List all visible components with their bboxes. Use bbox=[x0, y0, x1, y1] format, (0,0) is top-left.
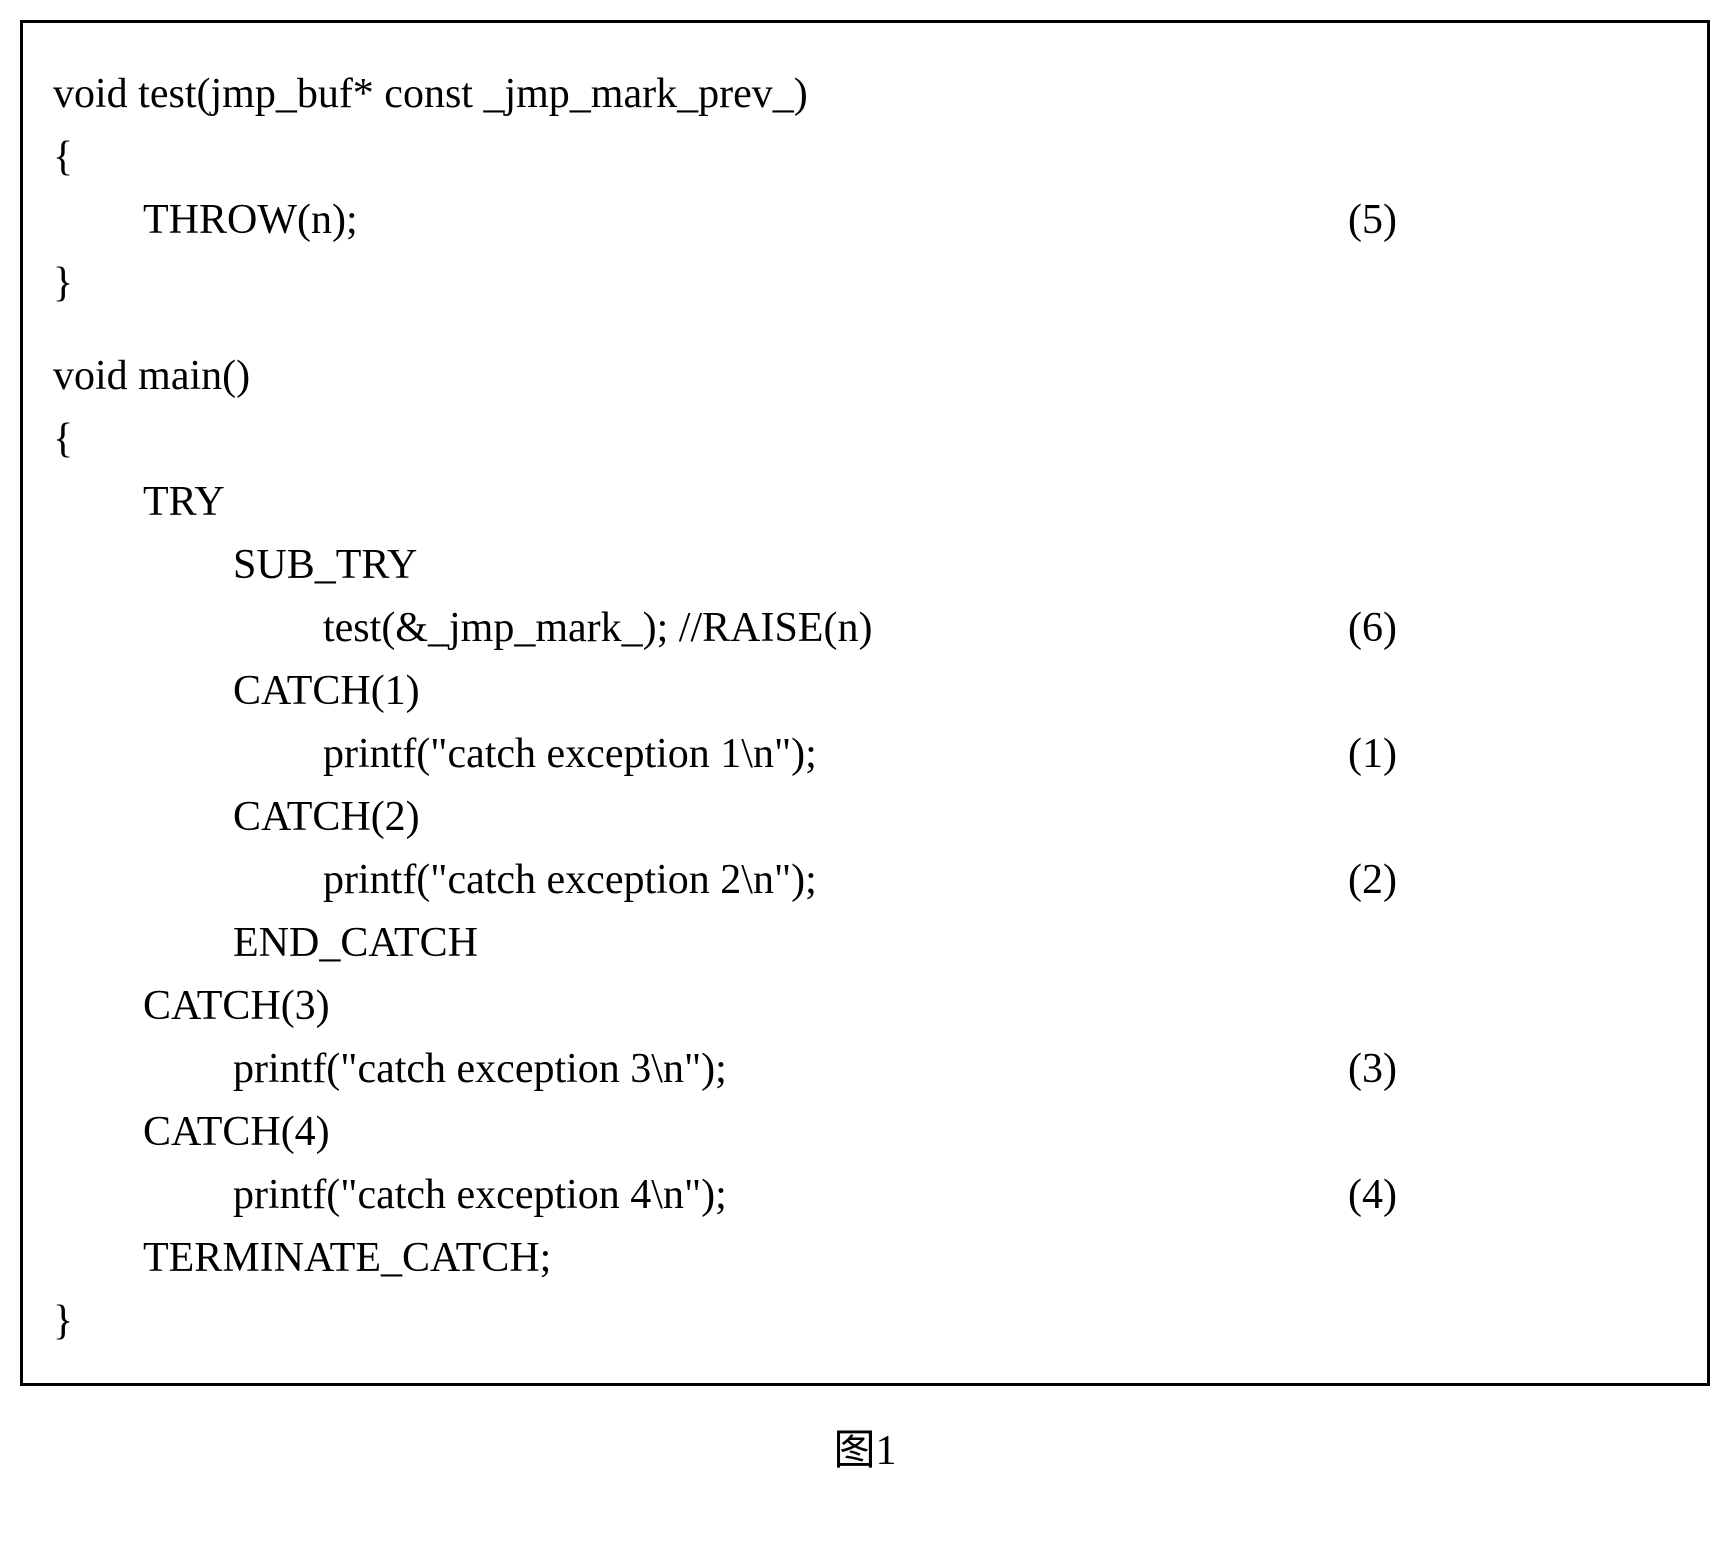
code-line: printf("catch exception 3\n"); (3) bbox=[53, 1038, 1677, 1101]
line-annotation: (5) bbox=[1348, 189, 1677, 252]
code-line: printf("catch exception 2\n"); (2) bbox=[53, 849, 1677, 912]
line-annotation: (4) bbox=[1348, 1164, 1677, 1227]
code-line: test(&_jmp_mark_); //RAISE(n) (6) bbox=[53, 597, 1677, 660]
code-text: TERMINATE_CATCH; bbox=[53, 1227, 551, 1290]
code-line: } bbox=[53, 1290, 1677, 1353]
code-line: CATCH(2) bbox=[53, 786, 1677, 849]
code-text: printf("catch exception 4\n"); bbox=[53, 1164, 727, 1227]
code-line: void main() bbox=[53, 345, 1677, 408]
code-text: END_CATCH bbox=[53, 912, 478, 975]
code-text: printf("catch exception 1\n"); bbox=[53, 723, 817, 786]
code-text: printf("catch exception 2\n"); bbox=[53, 849, 817, 912]
figure-caption: 图1 bbox=[20, 1416, 1710, 1477]
code-figure-box: void test(jmp_buf* const _jmp_mark_prev_… bbox=[20, 20, 1710, 1386]
code-line: CATCH(1) bbox=[53, 660, 1677, 723]
code-text: CATCH(1) bbox=[53, 660, 420, 723]
code-text: CATCH(4) bbox=[53, 1101, 330, 1164]
line-annotation: (6) bbox=[1348, 597, 1677, 660]
code-line: THROW(n); (5) bbox=[53, 189, 1677, 252]
code-line: TERMINATE_CATCH; bbox=[53, 1227, 1677, 1290]
code-text: } bbox=[53, 1290, 73, 1353]
code-text: void main() bbox=[53, 345, 250, 408]
code-text: SUB_TRY bbox=[53, 534, 417, 597]
code-text: TRY bbox=[53, 471, 225, 534]
code-line: printf("catch exception 1\n"); (1) bbox=[53, 723, 1677, 786]
code-line: { bbox=[53, 126, 1677, 189]
line-annotation: (1) bbox=[1348, 723, 1677, 786]
code-line bbox=[53, 315, 1677, 345]
code-line: void test(jmp_buf* const _jmp_mark_prev_… bbox=[53, 63, 1677, 126]
code-text: THROW(n); bbox=[53, 189, 358, 252]
code-text: CATCH(2) bbox=[53, 786, 420, 849]
code-line: END_CATCH bbox=[53, 912, 1677, 975]
code-line: CATCH(3) bbox=[53, 975, 1677, 1038]
code-line: SUB_TRY bbox=[53, 534, 1677, 597]
code-line: { bbox=[53, 408, 1677, 471]
code-line: } bbox=[53, 252, 1677, 315]
code-line: printf("catch exception 4\n"); (4) bbox=[53, 1164, 1677, 1227]
code-text: CATCH(3) bbox=[53, 975, 330, 1038]
code-text: void test(jmp_buf* const _jmp_mark_prev_… bbox=[53, 63, 808, 126]
line-annotation: (3) bbox=[1348, 1038, 1677, 1101]
code-text: } bbox=[53, 252, 73, 315]
line-annotation: (2) bbox=[1348, 849, 1677, 912]
code-text: printf("catch exception 3\n"); bbox=[53, 1038, 727, 1101]
code-text: { bbox=[53, 408, 73, 471]
code-line: CATCH(4) bbox=[53, 1101, 1677, 1164]
code-text: { bbox=[53, 126, 73, 189]
code-line: TRY bbox=[53, 471, 1677, 534]
code-text: test(&_jmp_mark_); //RAISE(n) bbox=[53, 597, 872, 660]
